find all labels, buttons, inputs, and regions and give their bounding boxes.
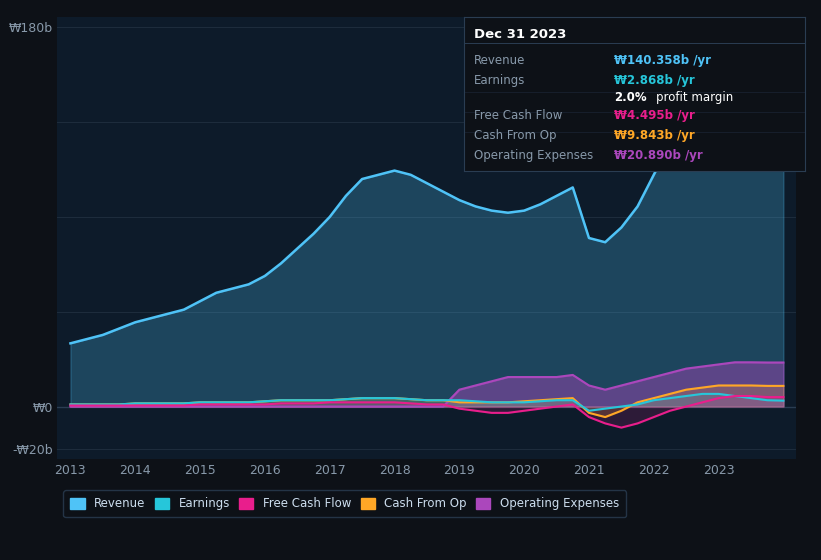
Text: 2.0%: 2.0% bbox=[614, 91, 646, 104]
Text: Revenue: Revenue bbox=[474, 54, 525, 67]
Text: ₩4.495b /yr: ₩4.495b /yr bbox=[614, 109, 695, 122]
Text: Cash From Op: Cash From Op bbox=[474, 129, 557, 142]
Text: Operating Expenses: Operating Expenses bbox=[474, 150, 594, 162]
Text: Earnings: Earnings bbox=[474, 74, 525, 87]
Legend: Revenue, Earnings, Free Cash Flow, Cash From Op, Operating Expenses: Revenue, Earnings, Free Cash Flow, Cash … bbox=[63, 490, 626, 517]
Text: ₩9.843b /yr: ₩9.843b /yr bbox=[614, 129, 695, 142]
Text: ₩20.890b /yr: ₩20.890b /yr bbox=[614, 150, 703, 162]
Text: Free Cash Flow: Free Cash Flow bbox=[474, 109, 562, 122]
Text: Dec 31 2023: Dec 31 2023 bbox=[474, 27, 566, 40]
Text: profit margin: profit margin bbox=[656, 91, 734, 104]
Text: ₩2.868b /yr: ₩2.868b /yr bbox=[614, 74, 695, 87]
Text: ₩140.358b /yr: ₩140.358b /yr bbox=[614, 54, 711, 67]
